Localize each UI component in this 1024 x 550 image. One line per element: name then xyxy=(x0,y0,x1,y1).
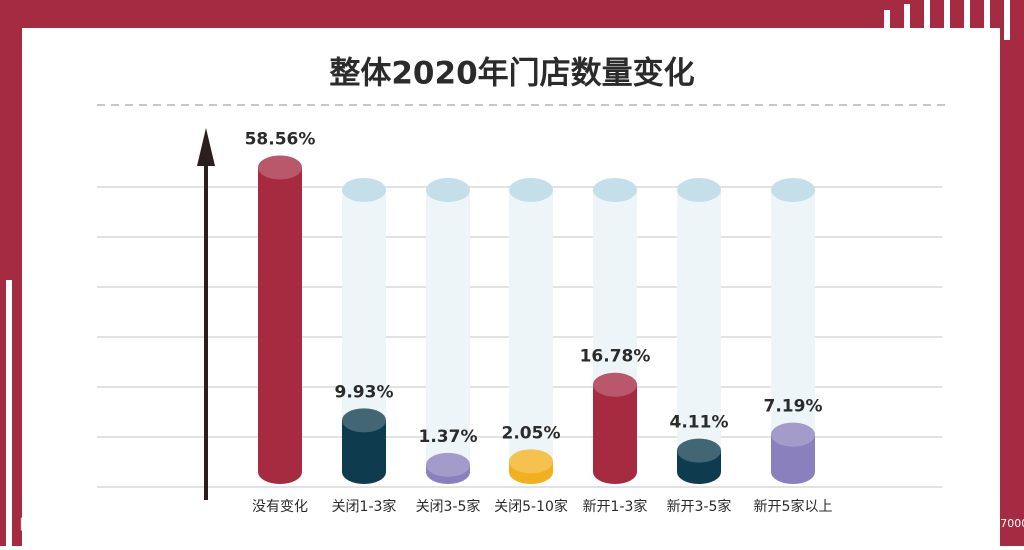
bar-top-shine xyxy=(342,408,386,433)
arrow-head xyxy=(197,128,215,166)
tube-top xyxy=(593,178,637,202)
bar-top xyxy=(593,372,637,397)
bar-top xyxy=(771,422,815,447)
tube-top xyxy=(509,178,553,202)
x-tick-label: 新开5家以上 xyxy=(754,498,833,515)
bar-top xyxy=(342,408,386,433)
tube xyxy=(677,190,721,472)
bar xyxy=(593,384,637,472)
x-tick-label: 新开1-3家 xyxy=(583,498,648,515)
bar-top xyxy=(509,449,553,474)
x-tick-label: 关闭1-3家 xyxy=(332,498,397,515)
x-tick-label: 没有变化 xyxy=(252,499,308,515)
bar-top xyxy=(258,155,302,180)
tube-top xyxy=(426,178,470,202)
value-label: 58.56% xyxy=(245,129,316,149)
value-label: 9.93% xyxy=(335,382,394,402)
bar-top-shine xyxy=(258,155,302,180)
value-label: 16.78% xyxy=(580,347,651,367)
bar-top-shine xyxy=(593,372,637,397)
x-tick-label: 新开3-5家 xyxy=(667,498,732,515)
bar-top-shine xyxy=(771,422,815,447)
x-tick-label: 关闭5-10家 xyxy=(494,498,568,515)
bar-top xyxy=(677,438,721,463)
value-label: 1.37% xyxy=(419,427,478,447)
bar-top-shine xyxy=(677,438,721,463)
bar-top-shine xyxy=(509,449,553,474)
chart-title: 整体2020年门店数量变化 xyxy=(329,56,694,92)
value-label: 4.11% xyxy=(670,413,729,433)
stripes xyxy=(6,0,1010,546)
value-label: 2.05% xyxy=(502,423,561,443)
value-label: 7.19% xyxy=(764,397,823,417)
watermark-id: ID:22729115 NO:20210126204935770000 xyxy=(800,517,1024,530)
bar-top xyxy=(426,452,470,477)
tube-top xyxy=(342,178,386,202)
x-tick-label: 关闭3-5家 xyxy=(416,498,481,515)
bar xyxy=(258,167,302,472)
tube xyxy=(426,190,470,472)
tube xyxy=(509,190,553,472)
bar-top-shine xyxy=(426,452,470,477)
watermark-site: 昵享网 www.nipic.com xyxy=(20,516,210,535)
tube-top xyxy=(677,178,721,202)
tube-top xyxy=(771,178,815,202)
